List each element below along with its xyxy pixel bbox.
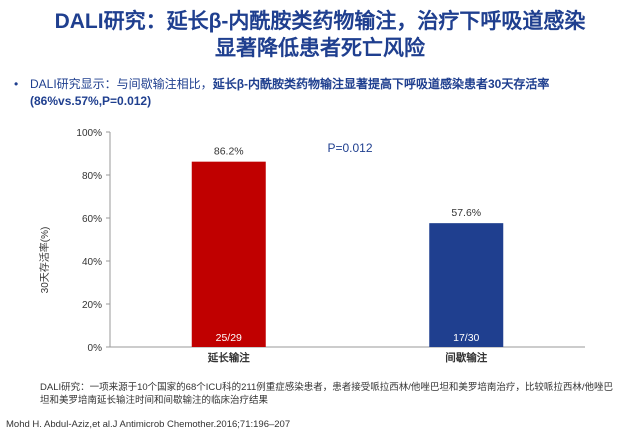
title-line-1: DALI研究：延长β-内酰胺类药物输注，治疗下呼吸道感染 xyxy=(54,10,586,33)
slide-title: DALI研究：延长β-内酰胺类药物输注，治疗下呼吸道感染 显著降低患者死亡风险 xyxy=(0,8,640,62)
bar xyxy=(191,161,266,347)
study-footnote: DALI研究：一项来源于10个国家的68个ICU科的211例重症感染患者，患者接… xyxy=(40,382,614,406)
citation: Mohd H. Abdul-Aziz,et al.J Antimicrob Ch… xyxy=(6,419,291,430)
summary-text: DALI研究显示：与间歇输注相比，延长β-内酰胺类药物输注显著提高下呼吸道感染患… xyxy=(30,76,626,110)
bar-count-label: 17/30 xyxy=(453,332,479,344)
bullet-dot-icon: • xyxy=(14,77,19,91)
bar xyxy=(429,223,504,347)
y-tick-label: 0% xyxy=(88,343,103,354)
p-value-annotation: P=0.012 xyxy=(327,141,372,155)
summary-prefix: DALI研究显示：与间歇输注相比， xyxy=(30,77,213,91)
x-category-label: 延长输注 xyxy=(207,351,250,364)
y-axis-label: 30天存活率(%) xyxy=(38,227,51,294)
bar-value-label: 57.6% xyxy=(451,207,481,219)
y-tick-label: 40% xyxy=(82,257,102,268)
survival-bar-chart: 30天存活率(%) 0% 20% 40% 60% 80% 100% 86.2% 25/29 延… xyxy=(38,128,585,364)
summary-bold: 延长β-内酰胺类药物输注显著提高下呼吸道感染患者30天存活率(86%vs.57%… xyxy=(30,77,550,108)
title-line-2: 显著降低患者死亡风险 xyxy=(215,37,425,60)
bar-value-label: 86.2% xyxy=(214,146,244,158)
y-tick-label: 100% xyxy=(76,128,102,139)
summary-bullet: • DALI研究显示：与间歇输注相比，延长β-内酰胺类药物输注显著提高下呼吸道感… xyxy=(14,76,626,110)
bar-count-label: 25/29 xyxy=(216,332,242,344)
x-category-label: 间歇输注 xyxy=(445,351,487,364)
y-tick-label: 20% xyxy=(82,300,102,311)
y-tick-label: 60% xyxy=(82,214,102,225)
y-tick-label: 80% xyxy=(82,171,102,182)
